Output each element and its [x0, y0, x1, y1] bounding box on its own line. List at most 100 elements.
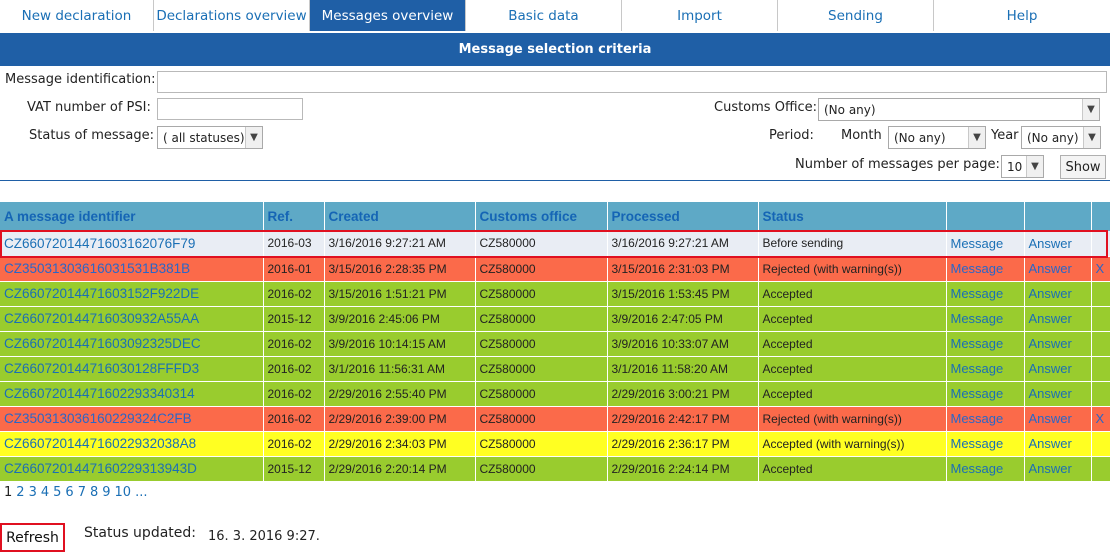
- message-identifier-link[interactable]: CZ66072014471602293​13943D: [0, 456, 264, 482]
- message-identifier-link[interactable]: CZ66072014471603093​2A55AA: [0, 306, 264, 332]
- page-link[interactable]: ...: [135, 485, 148, 500]
- answer-link[interactable]: Answer: [1024, 281, 1092, 307]
- status-cell: Accepted: [758, 281, 947, 307]
- delete-link[interactable]: X: [1091, 406, 1110, 432]
- answer-link[interactable]: Answer: [1024, 431, 1092, 457]
- tab-basic-data[interactable]: Basic data: [466, 0, 622, 31]
- created-cell: 3/9/2016 10:14:15 AM: [324, 331, 476, 357]
- delete-link[interactable]: [1091, 231, 1110, 257]
- page-link[interactable]: 3: [28, 485, 37, 500]
- delete-link[interactable]: [1091, 281, 1110, 307]
- customs-office-cell: CZ580000: [475, 331, 608, 357]
- message-link[interactable]: Message: [946, 356, 1025, 382]
- answer-link[interactable]: Answer: [1024, 256, 1092, 282]
- page-link[interactable]: 2: [16, 485, 25, 500]
- answer-link[interactable]: Answer: [1024, 356, 1092, 382]
- message-link[interactable]: Message: [946, 381, 1025, 407]
- message-link[interactable]: Message: [946, 256, 1025, 282]
- messages-table: A message identifier Ref. Created Custom…: [0, 202, 1110, 482]
- message-identifier-link[interactable]: CZ66072014471603152F922DE: [0, 281, 264, 307]
- status-cell: Accepted (with warning(s)): [758, 431, 947, 457]
- delete-link[interactable]: [1091, 331, 1110, 357]
- answer-link[interactable]: Answer: [1024, 331, 1092, 357]
- criteria-divider: [0, 180, 1110, 181]
- year-select-value: (No any): [1027, 130, 1079, 145]
- customs-office-cell: CZ580000: [475, 231, 608, 257]
- column-header-delete: [1091, 202, 1110, 231]
- message-link[interactable]: Message: [946, 231, 1025, 257]
- column-header-identifier[interactable]: A message identifier: [0, 202, 264, 231]
- month-label: Month: [841, 128, 882, 143]
- tab-messages-overview[interactable]: Messages overview: [310, 0, 466, 31]
- status-cell: Accepted: [758, 456, 947, 482]
- message-identifier-link[interactable]: CZ66072014471602293​2038A8: [0, 431, 264, 457]
- column-header-created[interactable]: Created: [324, 202, 476, 231]
- answer-link[interactable]: Answer: [1024, 406, 1092, 432]
- column-header-customs-office[interactable]: Customs office: [475, 202, 608, 231]
- message-link[interactable]: Message: [946, 331, 1025, 357]
- show-button[interactable]: Show: [1060, 155, 1106, 179]
- status-cell: Before sending: [758, 231, 947, 257]
- message-identifier-link[interactable]: CZ350313036160229324C2FB: [0, 406, 264, 432]
- created-cell: 3/9/2016 2:45:06 PM: [324, 306, 476, 332]
- answer-link[interactable]: Answer: [1024, 231, 1092, 257]
- delete-link[interactable]: [1091, 356, 1110, 382]
- message-identifier-link[interactable]: CZ6607201447160229334​0314: [0, 381, 264, 407]
- page-link[interactable]: 7: [77, 485, 86, 500]
- year-select[interactable]: (No any) ▼: [1021, 126, 1101, 149]
- column-header-ref[interactable]: Ref.: [263, 202, 325, 231]
- page-link[interactable]: 10: [114, 485, 132, 500]
- customs-office-select[interactable]: (No any) ▼: [818, 98, 1100, 121]
- answer-link[interactable]: Answer: [1024, 456, 1092, 482]
- tab-declarations-overview[interactable]: Declarations overview: [154, 0, 310, 31]
- delete-link[interactable]: [1091, 306, 1110, 332]
- ref-cell: 2016-02: [263, 356, 325, 382]
- message-link[interactable]: Message: [946, 281, 1025, 307]
- processed-cell: 2/29/2016 2:42:17 PM: [607, 406, 759, 432]
- tab-import[interactable]: Import: [622, 0, 778, 31]
- message-link[interactable]: Message: [946, 406, 1025, 432]
- page-link[interactable]: 1: [4, 485, 13, 500]
- page-link[interactable]: 8: [89, 485, 99, 500]
- message-identifier-link[interactable]: CZ6607201447160316207​6F79: [0, 231, 264, 257]
- message-link[interactable]: Message: [946, 306, 1025, 332]
- vat-input[interactable]: [157, 98, 303, 120]
- created-cell: 3/15/2016 2:28:35 PM: [324, 256, 476, 282]
- ref-cell: 2016-02: [263, 406, 325, 432]
- status-label: Status of message:: [29, 128, 155, 143]
- status-select-value: ( all statuses): [163, 130, 245, 145]
- page-link[interactable]: 9: [102, 485, 111, 500]
- delete-link[interactable]: [1091, 381, 1110, 407]
- answer-link[interactable]: Answer: [1024, 306, 1092, 332]
- page-link[interactable]: 5: [53, 485, 62, 500]
- chevron-down-icon: ▼: [1026, 156, 1043, 177]
- message-link[interactable]: Message: [946, 456, 1025, 482]
- message-identifier-link[interactable]: CZ35031303616031531B381B: [0, 256, 264, 282]
- status-updated-label: Status updated:: [84, 525, 196, 541]
- message-link[interactable]: Message: [946, 431, 1025, 457]
- delete-link[interactable]: [1091, 456, 1110, 482]
- per-page-select[interactable]: 10 ▼: [1001, 155, 1044, 178]
- column-header-answer: [1024, 202, 1092, 231]
- delete-link[interactable]: X: [1091, 256, 1110, 282]
- page-link[interactable]: 6: [65, 485, 74, 500]
- month-select[interactable]: (No any) ▼: [888, 126, 986, 149]
- column-header-message: [946, 202, 1025, 231]
- status-select[interactable]: ( all statuses) ▼: [157, 126, 263, 149]
- message-id-input[interactable]: [157, 71, 1107, 93]
- column-header-processed[interactable]: Processed: [607, 202, 759, 231]
- message-identifier-link[interactable]: CZ66072014471603012​8FFFD3: [0, 356, 264, 382]
- tab-sending[interactable]: Sending: [778, 0, 934, 31]
- column-header-status[interactable]: Status: [758, 202, 947, 231]
- message-identifier-link[interactable]: CZ66072014471603092325DEC: [0, 331, 264, 357]
- page-link[interactable]: 4: [40, 485, 50, 500]
- answer-link[interactable]: Answer: [1024, 381, 1092, 407]
- tab-help[interactable]: Help: [934, 0, 1110, 31]
- tab-new-declaration[interactable]: New declaration: [0, 0, 154, 31]
- delete-link[interactable]: [1091, 431, 1110, 457]
- customs-office-cell: CZ580000: [475, 356, 608, 382]
- vat-label: VAT number of PSI:: [27, 100, 151, 115]
- created-cell: 3/1/2016 11:56:31 AM: [324, 356, 476, 382]
- refresh-button[interactable]: Refresh: [0, 523, 65, 552]
- message-id-label: Message identification:: [5, 72, 156, 87]
